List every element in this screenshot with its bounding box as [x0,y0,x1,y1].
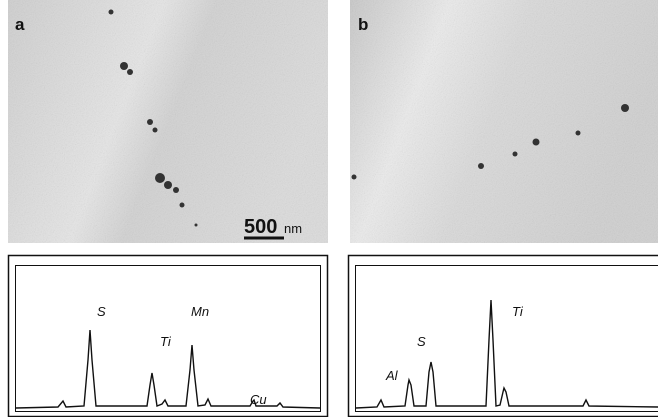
micrograph-b: b [350,0,658,243]
spectrum-a: S Ti Mn Cu [7,254,329,417]
panel-label: b [358,15,368,34]
peak-label: S [97,304,106,319]
scale-bar-value: 500 [244,216,277,238]
spectrum-b: Al S Ti [347,254,658,417]
spectrum-line [355,299,658,409]
peak-label: Ti [512,304,524,319]
spectrum-line [15,329,321,409]
peak-label: Ti [160,334,172,349]
panel-label: a [15,15,25,34]
micrograph-a: a 500 nm [8,0,328,243]
peak-label: S [417,334,426,349]
scale-bar-unit: nm [284,221,302,236]
peak-label: Mn [191,304,209,319]
peak-label: Al [385,368,399,383]
peak-label: Cu [250,392,267,407]
